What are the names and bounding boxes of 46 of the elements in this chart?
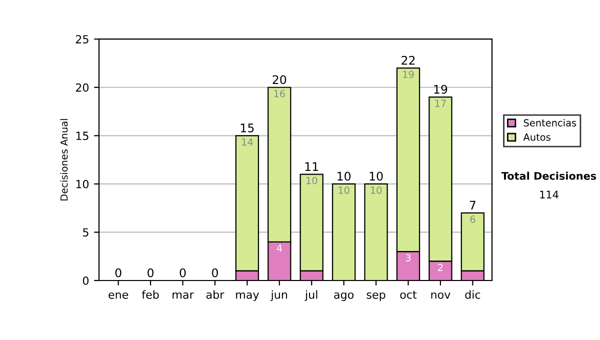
x-tick-label: may — [236, 292, 259, 301]
data-label: 6 — [470, 215, 476, 223]
x-tick-label: dic — [465, 290, 480, 299]
legend-label: Sentencias — [524, 118, 576, 127]
total-label: 20 — [272, 75, 286, 84]
x-tick-label: ago — [334, 292, 354, 301]
data-label: 10 — [370, 186, 382, 194]
data-label: 10 — [306, 176, 318, 184]
x-tick-label: oct — [400, 290, 417, 299]
x-tick-label: jun — [270, 290, 288, 301]
data-label: 16 — [274, 90, 285, 98]
text: Total Decisiones — [501, 172, 596, 180]
data-label: 10 — [338, 186, 350, 194]
y-axis-title: Decisiones Anual — [60, 119, 68, 200]
text: 114 — [540, 190, 558, 198]
total-label: 0 — [115, 268, 122, 278]
x-tick-label: nov — [431, 292, 450, 299]
total-label: 19 — [434, 84, 448, 94]
x-tick-label: abr — [206, 290, 224, 299]
data-label: 19 — [403, 70, 414, 78]
total-label: 0 — [212, 268, 218, 278]
legend-label: Autos — [523, 134, 550, 141]
data-label: 14 — [242, 138, 253, 146]
total-label: 10 — [338, 172, 351, 181]
total-label: 0 — [148, 268, 154, 278]
total-label: 0 — [180, 268, 186, 278]
y-tick-label: 10 — [76, 180, 89, 188]
x-tick-label: jul — [304, 290, 318, 301]
x-tick-label: feb — [142, 290, 159, 299]
total-label: 11 — [305, 162, 318, 171]
y-tick-label: 25 — [76, 35, 88, 44]
total-label: 15 — [240, 124, 254, 132]
total-label: 7 — [470, 200, 476, 210]
x-tick-label: sep — [366, 292, 386, 301]
data-label: 3 — [406, 254, 411, 262]
x-tick-label: ene — [108, 292, 128, 299]
data-label: 2 — [438, 264, 443, 271]
total-label: 10 — [370, 172, 383, 181]
y-tick-label: 0 — [82, 276, 89, 285]
y-tick-label: 5 — [83, 228, 88, 237]
total-label: 22 — [402, 56, 415, 65]
y-tick-label: 15 — [76, 132, 88, 140]
y-tick-label: 20 — [76, 83, 89, 92]
data-label: 17 — [435, 100, 446, 107]
x-tick-label: mar — [172, 292, 194, 299]
data-label: 4 — [276, 244, 282, 252]
